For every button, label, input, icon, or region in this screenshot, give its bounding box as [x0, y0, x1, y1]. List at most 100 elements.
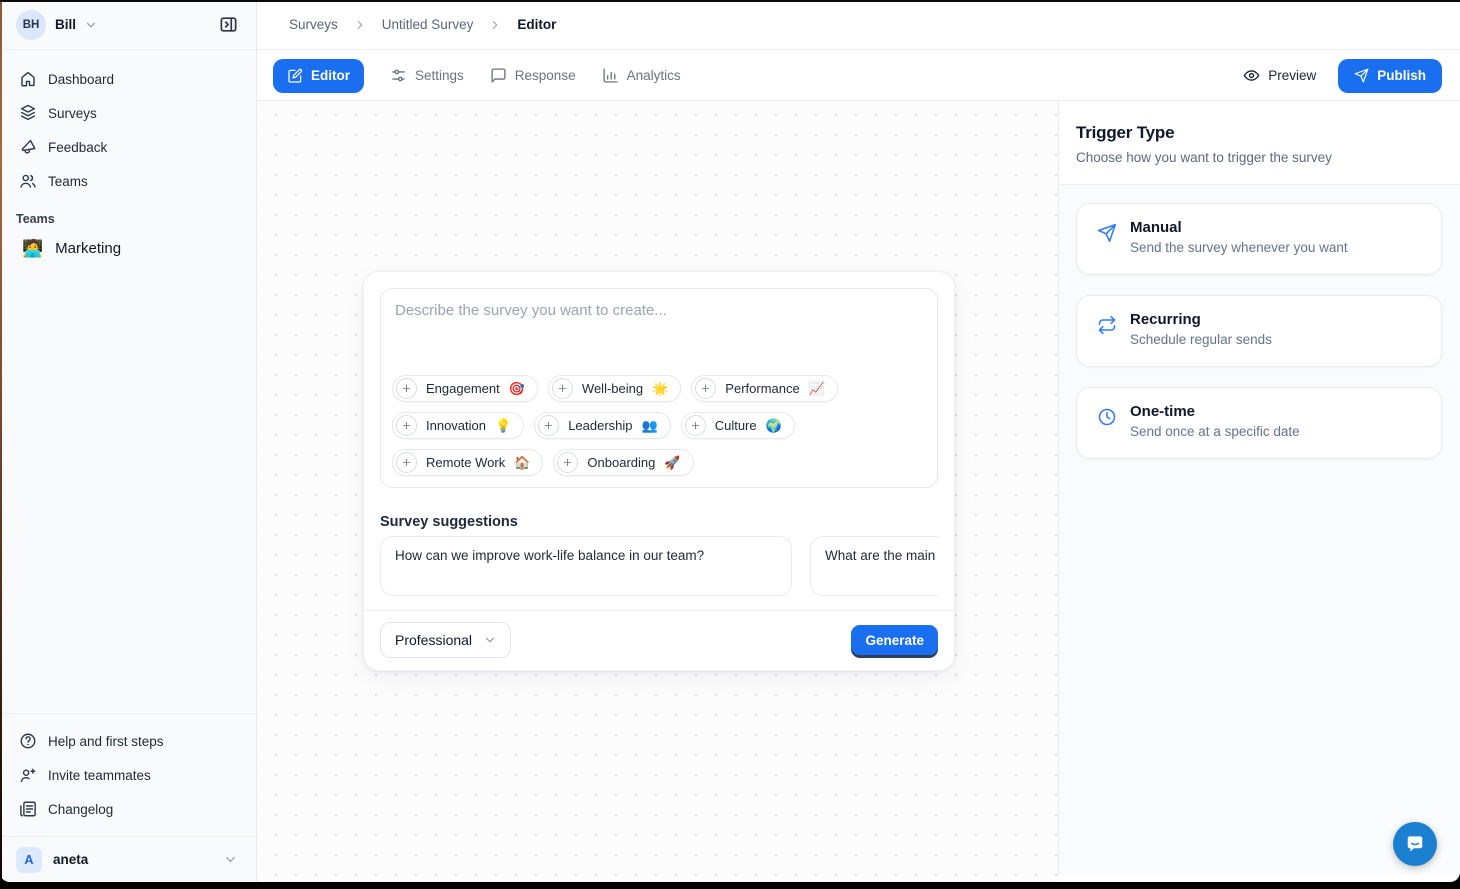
suggestion-card[interactable]: How can we improve work-life balance in …: [380, 536, 792, 596]
divider: [364, 610, 954, 611]
trigger-option-description: Send the survey whenever you want: [1130, 240, 1348, 255]
chevron-right-icon: [353, 18, 367, 32]
plus-icon: [396, 452, 417, 473]
bulb-emoji-icon: 💡: [495, 418, 512, 433]
topic-chip-list: Engagement 🎯 Well-being 🌟 Performance 📈: [392, 375, 926, 476]
account-menu[interactable]: A aneta: [0, 836, 256, 882]
send-icon: [1097, 223, 1117, 243]
chip-engagement[interactable]: Engagement 🎯: [392, 375, 538, 402]
preview-label: Preview: [1268, 68, 1317, 83]
chip-label: Leadership: [568, 418, 633, 433]
chip-culture[interactable]: Culture 🌍: [680, 412, 795, 439]
plus-icon: [695, 378, 717, 399]
suggestions-row[interactable]: How can we improve work-life balance in …: [380, 534, 938, 596]
tab-settings[interactable]: Settings: [390, 67, 464, 84]
workspace-name: Bill: [55, 17, 77, 32]
panel-subtitle: Choose how you want to trigger the surve…: [1076, 150, 1332, 165]
chip-remote-work[interactable]: Remote Work 🏠: [392, 449, 544, 476]
tab-analytics[interactable]: Analytics: [602, 67, 681, 84]
survey-prompt-input[interactable]: [381, 289, 937, 389]
trigger-option-title: One-time: [1130, 403, 1196, 420]
suggestion-card[interactable]: What are the main ob: [810, 536, 938, 596]
chip-label: Well-being: [581, 381, 644, 396]
chip-label: Onboarding: [587, 455, 656, 470]
sidebar-item-team-marketing[interactable]: 🧑‍💻 Marketing: [12, 230, 244, 266]
trigger-option-title: Recurring: [1130, 311, 1201, 328]
sidebar-item-invite[interactable]: Invite teammates: [12, 758, 244, 792]
tone-value: Professional: [395, 632, 473, 648]
breadcrumb-surveys[interactable]: Surveys: [289, 17, 338, 32]
trigger-option-title: Manual: [1130, 219, 1182, 236]
house-emoji-icon: 🏠: [514, 455, 531, 470]
suggestions-title: Survey suggestions: [380, 514, 518, 530]
trigger-type-panel: Trigger Type Choose how you want to trig…: [1058, 101, 1460, 875]
breadcrumb-untitled-survey[interactable]: Untitled Survey: [381, 17, 474, 32]
megaphone-icon: [19, 138, 37, 156]
chevron-right-icon: [488, 18, 502, 32]
trigger-option-description: Schedule regular sends: [1130, 332, 1272, 347]
sidebar-item-label: Help and first steps: [48, 733, 164, 749]
generate-button[interactable]: Generate: [851, 625, 938, 655]
help-circle-icon: [19, 732, 37, 750]
newspaper-icon: [19, 800, 37, 818]
account-name: aneta: [53, 852, 89, 867]
technologist-emoji-icon: 🧑‍💻: [22, 238, 44, 258]
plus-icon: [538, 415, 560, 436]
chart-emoji-icon: 📈: [808, 381, 825, 396]
workspace-switcher[interactable]: BH Bill: [0, 0, 256, 50]
rocket-emoji-icon: 🚀: [664, 455, 681, 470]
sidebar-item-label: Teams: [48, 173, 88, 189]
chip-performance[interactable]: Performance 📈: [691, 375, 838, 402]
window-top-edge: [0, 0, 1460, 2]
square-pen-icon: [287, 68, 303, 84]
chip-innovation[interactable]: Innovation 💡: [392, 412, 525, 439]
chip-label: Engagement: [426, 381, 500, 396]
publish-label: Publish: [1377, 68, 1426, 83]
chevron-down-icon: [483, 633, 497, 647]
chip-onboarding[interactable]: Onboarding 🚀: [553, 449, 694, 476]
globe-emoji-icon: 🌍: [765, 418, 782, 433]
sidebar-item-label: Invite teammates: [48, 767, 151, 783]
tab-response[interactable]: Response: [490, 67, 576, 84]
sidebar-item-label: Dashboard: [48, 71, 115, 87]
breadcrumb-editor: Editor: [517, 17, 557, 32]
publish-button[interactable]: Publish: [1338, 58, 1442, 93]
tab-label: Response: [514, 68, 576, 83]
trigger-option-one-time[interactable]: One-time Send once at a specific date: [1076, 387, 1442, 459]
home-icon: [19, 70, 37, 88]
trigger-option-manual[interactable]: Manual Send the survey whenever you want: [1076, 203, 1442, 275]
sidebar-item-surveys[interactable]: Surveys: [12, 96, 244, 130]
sidebar-section-teams-label: Teams: [16, 212, 55, 226]
chip-leadership[interactable]: Leadership 👥: [534, 412, 671, 439]
trigger-option-description: Send once at a specific date: [1130, 424, 1300, 439]
sidebar-collapse-button[interactable]: [214, 11, 242, 39]
chat-launcher-button[interactable]: [1393, 822, 1437, 866]
chip-well-being[interactable]: Well-being 🌟: [547, 375, 682, 402]
sidebar-item-changelog[interactable]: Changelog: [12, 792, 244, 826]
editor-toolbar: Editor Settings Response Analytics: [257, 51, 1460, 101]
repeat-icon: [1097, 315, 1117, 335]
sidebar-item-dashboard[interactable]: Dashboard: [12, 62, 244, 96]
chip-label: Innovation: [426, 418, 486, 433]
sidebar-item-teams[interactable]: Teams: [12, 164, 244, 198]
preview-button[interactable]: Preview: [1243, 67, 1316, 84]
tone-select[interactable]: Professional: [380, 622, 512, 658]
survey-prompt-composer: Engagement 🎯 Well-being 🌟 Performance 📈: [380, 288, 938, 488]
trigger-option-recurring[interactable]: Recurring Schedule regular sends: [1076, 295, 1442, 367]
editor-canvas[interactable]: Engagement 🎯 Well-being 🌟 Performance 📈: [257, 101, 1058, 882]
chevron-down-icon: [84, 18, 98, 32]
busts-emoji-icon: 👥: [641, 418, 658, 433]
tab-label: Editor: [311, 68, 350, 83]
sidebar-item-label: Changelog: [48, 801, 114, 817]
star-emoji-icon: 🌟: [652, 381, 669, 396]
message-square-icon: [490, 67, 507, 84]
plus-icon: [396, 378, 417, 399]
sidebar-item-feedback[interactable]: Feedback: [12, 130, 244, 164]
clock-icon: [1097, 407, 1117, 427]
tab-editor[interactable]: Editor: [273, 58, 364, 93]
sidebar: BH Bill Dashboard: [0, 0, 257, 882]
sidebar-item-help[interactable]: Help and first steps: [12, 724, 244, 758]
sidebar-nav: Dashboard Surveys Feedback Teams: [0, 50, 256, 198]
window-left-edge: [0, 0, 2, 882]
